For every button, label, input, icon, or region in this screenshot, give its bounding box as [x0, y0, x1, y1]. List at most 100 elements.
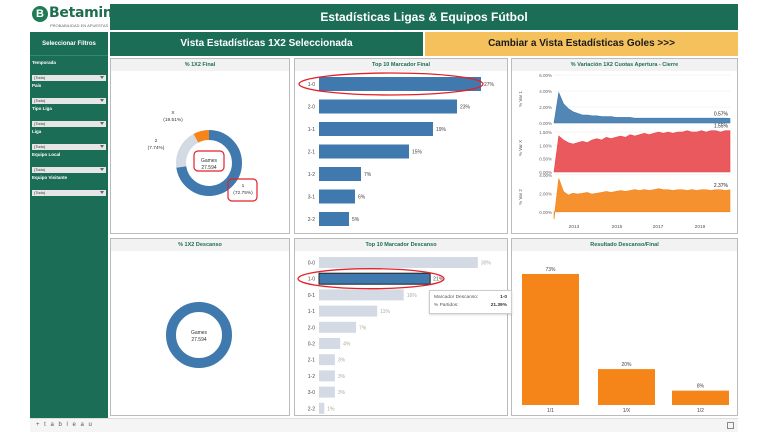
bar-category-label: 0-0: [308, 261, 315, 267]
bar: [319, 321, 357, 333]
bar-category-label: 0-2: [308, 342, 315, 348]
panel-donut-half: % 1X2 Descanso Games 27.594: [110, 238, 290, 416]
filter-label: Liga: [32, 129, 42, 134]
panel-variation: % Variación 1X2 Cuotas Apertura - Cierre…: [511, 58, 738, 234]
highlight-annotation: [298, 72, 484, 96]
tooltip-value: 1-0: [500, 295, 507, 300]
filter-label: País: [32, 83, 42, 88]
fullscreen-icon[interactable]: [727, 422, 734, 429]
bar-category-label: 3-0: [308, 390, 315, 396]
bar: [319, 354, 335, 366]
tab-1x2-view[interactable]: Vista Estadísticas 1X2 Seleccionada: [110, 32, 423, 56]
bar: [319, 289, 404, 301]
filter-label: Equipo Local: [32, 152, 61, 157]
switch-to-goals-view-button[interactable]: Cambiar a Vista Estadísticas Goles >>>: [425, 32, 738, 56]
area-series: [553, 178, 731, 220]
x-tick-label: 2017: [653, 224, 664, 230]
chevron-down-icon: [100, 145, 104, 148]
bar-category-label: 1-0: [308, 82, 315, 88]
y-tick-label: 0.00%: [539, 210, 552, 215]
y-tick-label: 1.50%: [539, 130, 552, 135]
panel-title: % 1X2 Final: [111, 59, 289, 71]
filter-equipo-visitante-select[interactable]: (Todo): [32, 190, 106, 196]
chevron-down-icon: [100, 168, 104, 171]
y-tick-label: 4.00%: [539, 173, 552, 178]
bar: [319, 99, 457, 114]
bar-value-label: 1%: [327, 406, 335, 412]
brand-logo[interactable]: B Betaminic PROBABILIDAD EN APUESTAS: [30, 4, 125, 32]
donut-center-value: 27.594: [191, 337, 207, 343]
bar-category-label: 0-1: [308, 293, 315, 299]
tooltip: Marcador Descanso: 1-0 % Partidos: 21.39%: [429, 290, 512, 314]
bar-value-label: 8%: [697, 384, 705, 390]
series-last-value: 1.55%: [714, 124, 729, 130]
filter-value: (Todo): [34, 190, 46, 195]
filter-equipo-local-select[interactable]: (Todo): [32, 167, 106, 173]
bar-category-label: 2-1: [308, 150, 315, 156]
tooltip-label: % Partidos:: [434, 303, 459, 308]
donut-slice: [166, 302, 232, 368]
brand-tagline: PROBABILIDAD EN APUESTAS: [50, 23, 109, 28]
chevron-down-icon: [100, 191, 104, 194]
panel-title: % Variación 1X2 Cuotas Apertura - Cierre: [512, 59, 737, 71]
donut-center-label: Games: [201, 158, 218, 164]
filter-value: (Todo): [34, 121, 46, 126]
y-tick-label: 1.00%: [539, 143, 552, 148]
bar-value-label: 27%: [484, 82, 495, 88]
filter-liga-select[interactable]: (Todo): [32, 144, 106, 150]
bar: [319, 338, 341, 349]
bar-category-label: 1-2: [308, 172, 315, 178]
y-tick-label: 0.00%: [539, 170, 552, 175]
ht-ft-chart: 73% 1/1 20% 1/X 8% 1/2: [522, 267, 729, 414]
highlight-annotation: [297, 268, 445, 290]
filter-liga: Liga (Todo): [32, 129, 106, 153]
bar: [319, 402, 325, 414]
x-tick-label: 2013: [569, 224, 580, 230]
filter-label: Equipo Visitante: [32, 175, 68, 180]
bar-value-label: 21%: [433, 277, 444, 283]
panel-title: % 1X2 Descanso: [111, 239, 289, 251]
filter-value: (Todo): [34, 75, 46, 80]
bar-value-label: 7%: [359, 325, 367, 331]
filter-tipo-liga-select[interactable]: (Todo): [32, 121, 106, 127]
bar-category-label: 1-0: [308, 277, 315, 283]
sidebar-title: Seleccionar Filtros: [30, 32, 108, 56]
bar-category-label: 2-0: [308, 325, 315, 331]
slice-label: (19.51%): [163, 117, 183, 123]
bar-value-label: 3%: [338, 374, 346, 380]
bar-category-label: 1/2: [697, 408, 704, 414]
bar-category-label: 1-1: [308, 309, 315, 315]
y-tick-label: 0.50%: [539, 157, 552, 162]
slice-name: 2: [155, 138, 158, 144]
top10-half-chart: 0-0 30% 1-0 21% 0-1 16% 1-1 11% 2-0 7% 0-2 4% 2-1 3% 1…: [297, 257, 491, 414]
bar-value-label: 16%: [407, 293, 418, 299]
filter-temporada-select[interactable]: (Todo): [32, 75, 106, 81]
bar-value-label: 15%: [412, 150, 423, 156]
series-last-value: 2.37%: [714, 183, 729, 189]
filter-label: Temporada: [32, 60, 56, 65]
bar-value-label: 6%: [358, 195, 366, 201]
bar-value-label: 3%: [338, 358, 346, 364]
highlight-annotation: [227, 178, 258, 202]
panel-top10-half: Top 10 Marcador Descanso 0-0 30% 1-0 21% 0-1…: [294, 238, 508, 416]
tableau-logo[interactable]: + t a b l e a u: [36, 422, 94, 428]
filter-pais-select[interactable]: (Todo): [32, 98, 106, 104]
y-axis-label: % Var 2: [518, 189, 523, 205]
brand-logo-icon: B: [32, 6, 48, 22]
bar: [318, 272, 431, 285]
filter-equipo-visitante: Equipo Visitante (Todo): [32, 175, 106, 199]
bar: [319, 189, 355, 204]
bar: [319, 305, 378, 317]
bar-value-label: 19%: [436, 127, 447, 133]
donut-center-label: Games: [191, 330, 208, 336]
chevron-down-icon: [100, 122, 104, 125]
panel-title: Resultado Descanso/Final: [512, 239, 737, 251]
bar: [319, 257, 478, 268]
bar-value-label: 3%: [338, 390, 346, 396]
x-tick-label: 2019: [695, 224, 706, 230]
bar: [672, 390, 729, 405]
series-last-value: 0.57%: [714, 111, 729, 117]
panel-title: Top 10 Marcador Descanso: [295, 239, 507, 251]
